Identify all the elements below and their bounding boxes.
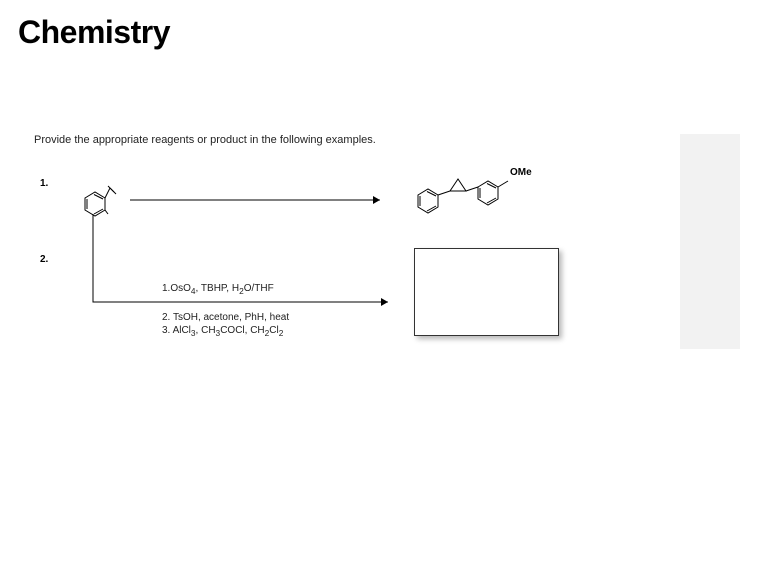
item-number-1: 1. [40, 178, 48, 189]
reaction-arrow-1 [130, 190, 390, 210]
r3-m1: , CH [196, 325, 216, 336]
answer-box [414, 248, 559, 336]
scan-margin [680, 134, 740, 349]
reagent-line-2: 2. TsOH, acetone, PhH, heat [162, 311, 289, 324]
r3-pre: 3. AlCl [162, 325, 191, 336]
page-title: Chemistry [18, 14, 770, 51]
question-block: Provide the appropriate reagents or prod… [30, 134, 740, 162]
r3-m3: Cl [269, 325, 278, 336]
r3-m2: COCl, CH [220, 325, 264, 336]
item-number-2: 2. [40, 254, 48, 265]
reagents-block: 1.OsO4, TBHP, H2O/THF 2. TsOH, acetone, … [162, 282, 289, 339]
structure-product [410, 167, 585, 223]
label-ome: OMe [510, 167, 532, 178]
r1-post: , TBHP, H [196, 283, 240, 294]
r3-s4: 2 [279, 328, 284, 338]
reagent-line-1: 1.OsO4, TBHP, H2O/THF [162, 282, 289, 297]
r1-pre: 1.OsO [162, 283, 191, 294]
r1-post2: O/THF [244, 283, 274, 294]
question-prompt: Provide the appropriate reagents or prod… [34, 134, 740, 146]
reagent-line-3: 3. AlCl3, CH3COCl, CH2Cl2 [162, 324, 289, 339]
